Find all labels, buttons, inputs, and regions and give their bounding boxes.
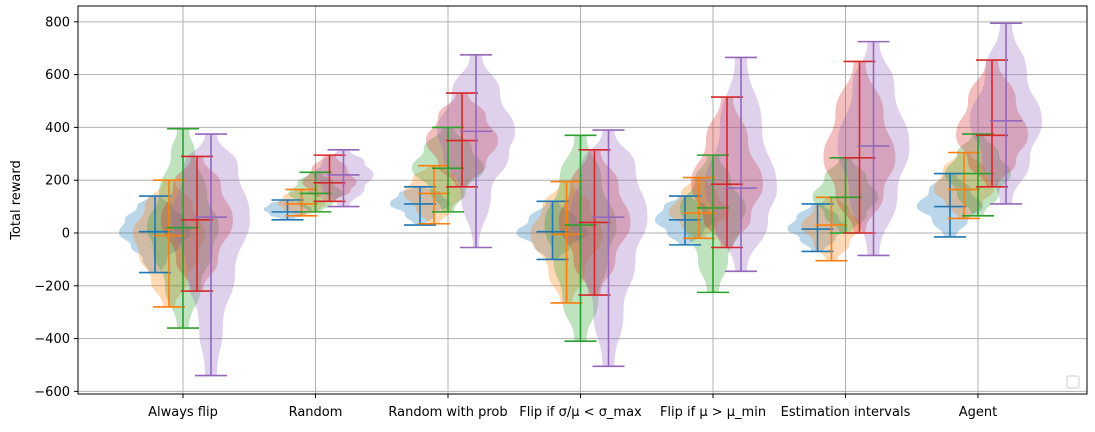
- x-tick-label: Agent: [959, 405, 997, 420]
- y-axis-label: Total reward: [9, 160, 24, 241]
- tick-layer: −600 −400 −200 0 200 400 600 800 Always flip Rand…: [34, 15, 997, 420]
- x-tick-label: Always flip: [148, 405, 218, 420]
- y-tick-label: 0: [62, 226, 70, 241]
- x-tick-label: Estimation intervals: [781, 405, 911, 420]
- y-tick-label: 400: [45, 121, 70, 136]
- x-tick-label: Random with prob: [388, 405, 507, 420]
- range-layer: [139, 22, 1022, 377]
- x-tick-label: Random: [289, 405, 343, 420]
- y-tick-label: −400: [34, 332, 70, 347]
- y-tick-label: 200: [45, 174, 70, 189]
- y-tick-label: −200: [34, 279, 70, 294]
- plot-frame: [77, 5, 1088, 395]
- x-tick-label: Flip if σ/μ < σ_max: [519, 405, 642, 420]
- y-tick-label: −600: [34, 385, 70, 400]
- legend-box: [1066, 375, 1080, 389]
- x-tick-label: Flip if μ > μ_min: [660, 405, 766, 420]
- y-tick-label: 600: [45, 68, 70, 83]
- y-tick-label: 800: [45, 15, 70, 30]
